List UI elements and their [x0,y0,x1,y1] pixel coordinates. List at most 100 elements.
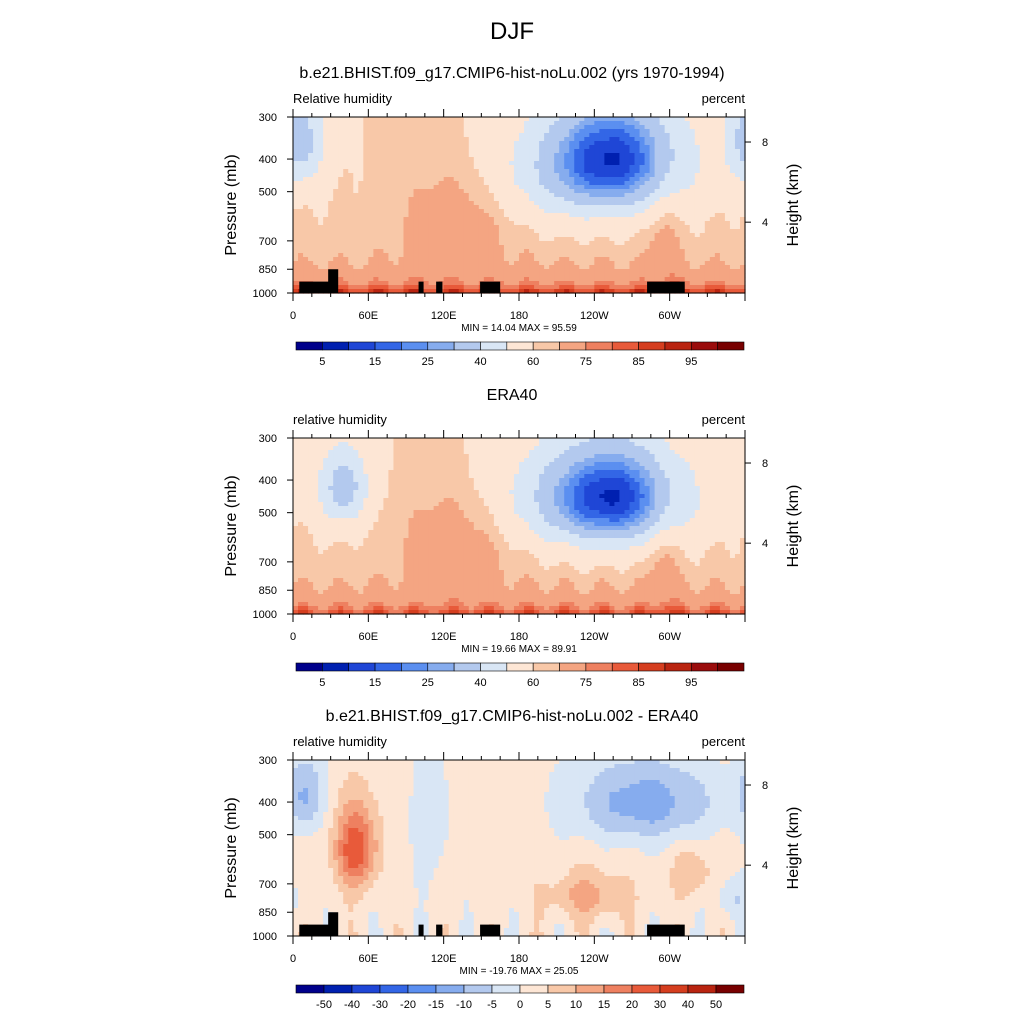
topography-block [647,281,685,293]
chart-panel-3: b.e21.BHIST.f09_g17.CMIP6-hist-noLu.002 … [223,708,802,1011]
y-right-tick-label: 4 [762,860,768,872]
colorbar-swatch [480,662,508,672]
colorbar-swatch [322,341,350,351]
page-title: DJF [490,18,534,45]
colorbar-swatch [374,341,402,351]
y-tick-label: 500 [259,508,277,520]
colorbar-label: 85 [632,356,644,368]
panel-left-string: Relative humidity [293,91,392,106]
topography-block [299,281,337,293]
colorbar-label: -5 [487,999,497,1011]
topography-block [328,912,339,936]
colorbar-swatch [664,662,692,672]
colorbar-swatch [559,662,587,672]
y-tick-label: 500 [259,830,277,842]
topography-block [436,924,443,936]
colorbar-swatch [687,984,717,994]
panel-right-string: percent [702,91,746,106]
colorbar-label: -15 [428,999,444,1011]
colorbar-label: 25 [422,677,434,689]
colorbar-swatch [351,984,381,994]
colorbar-swatch [717,341,745,351]
colorbar-swatch [348,341,376,351]
colorbar-label: 5 [545,999,551,1011]
colorbar-swatch [323,984,353,994]
y-tick-label: 700 [259,879,277,891]
colorbar-swatch [690,341,718,351]
colorbar-swatch [532,341,560,351]
topography-block [328,269,339,293]
y-axis-label: Pressure (mb) [223,475,240,576]
colorbar-swatch [506,341,534,351]
colorbar-swatch [547,984,577,994]
colorbar-label: 15 [369,356,381,368]
y-tick-label: 400 [259,154,277,166]
x-tick-label: 60E [359,310,379,322]
y-tick-label: 850 [259,907,277,919]
y-right-tick-label: 8 [762,137,768,149]
colorbar-swatch [295,662,323,672]
topography-block [299,924,337,936]
y-axis-label: Pressure (mb) [223,797,240,898]
y-tick-label: 1000 [253,931,277,943]
panel-right-string: percent [702,412,746,427]
x-tick-label: 60W [658,631,681,643]
colorbar-swatch [463,984,493,994]
colorbar-label: 95 [685,356,697,368]
colorbar-label: -20 [400,999,416,1011]
colorbar-swatch [603,984,633,994]
colorbar-label: 95 [685,677,697,689]
x-tick-label: 180 [510,953,528,965]
panel-left-string: relative humidity [293,412,387,427]
y-tick-label: 300 [259,433,277,445]
colorbar-swatch [427,662,455,672]
colorbar-swatch [519,984,549,994]
x-tick-label: 0 [290,631,296,643]
colorbar-swatch [407,984,437,994]
y-tick-label: 850 [259,585,277,597]
colorbar-label: -30 [372,999,388,1011]
topography-block [418,281,424,293]
x-tick-label: 120W [580,953,609,965]
colorbar-swatch [401,662,429,672]
y-tick-label: 700 [259,236,277,248]
colorbar-swatch [348,662,376,672]
contour-field [293,760,746,937]
y-axis-right-label: Height (km) [785,807,802,890]
colorbar-label: 50 [710,999,722,1011]
panel-title: b.e21.BHIST.f09_g17.CMIP6-hist-noLu.002 … [326,708,699,725]
x-tick-label: 120E [431,953,457,965]
colorbar-swatch [453,341,481,351]
panel-title: ERA40 [487,387,538,404]
colorbar-label: 25 [422,356,434,368]
x-tick-label: 60W [658,953,681,965]
topography-block [418,924,424,936]
colorbar-swatch [715,984,745,994]
y-tick-label: 500 [259,187,277,199]
colorbar-swatch [295,341,323,351]
x-tick-label: 120W [580,310,609,322]
x-tick-label: 120E [431,631,457,643]
colorbar-swatch [532,662,560,672]
colorbar-swatch [585,662,613,672]
colorbar-swatch [585,341,613,351]
chart-panel-1: b.e21.BHIST.f09_g17.CMIP6-hist-noLu.002 … [223,65,802,368]
topography-block [647,924,685,936]
x-tick-label: 0 [290,953,296,965]
x-tick-label: 120W [580,631,609,643]
y-right-tick-label: 4 [762,538,768,550]
topography-block [436,281,443,293]
x-tick-label: 120E [431,310,457,322]
colorbar-swatch [322,662,350,672]
panel-left-string: relative humidity [293,734,387,749]
colorbar-label: 10 [570,999,582,1011]
colorbar-label: 30 [654,999,666,1011]
colorbar-swatch [717,662,745,672]
colorbar-swatch [374,662,402,672]
stats-text: MIN = -19.76 MAX = 25.05 [460,966,579,977]
colorbar-swatch [631,984,661,994]
x-tick-label: 60E [359,953,379,965]
colorbar-label: 40 [682,999,694,1011]
colorbar-swatch [611,341,639,351]
